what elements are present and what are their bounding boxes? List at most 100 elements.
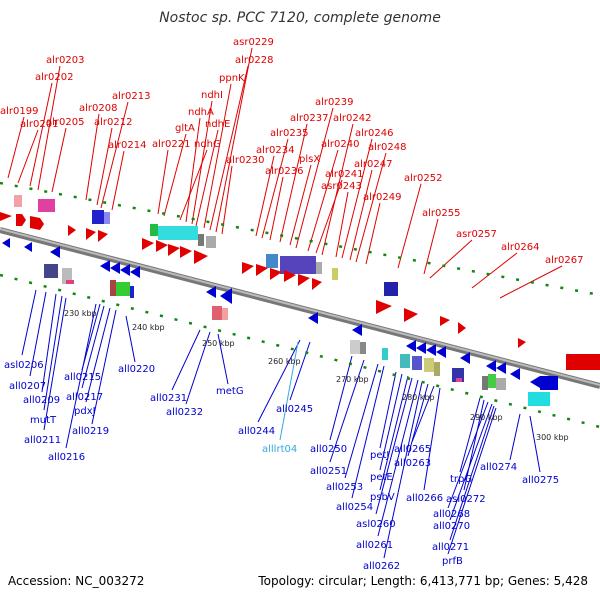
reverse-gene-label-16: alllrt04 [262,444,297,455]
reverse-arrows [2,238,558,390]
kbp-label-5: 280 kbp [402,393,435,402]
reverse-gene-label-25: all0261 [356,540,393,551]
kbp-label-3: 260 kbp [268,357,301,366]
forward-gene-label-26: alr0241 [325,169,363,180]
forward-gene-label-16: alr0228 [235,55,273,66]
reverse-gene-label-31: asl0272 [446,494,486,505]
kbp-label-0: 230 kbp [64,309,97,318]
forward-gene-label-35: asr0257 [456,229,497,240]
map-title: Nostoc sp. PCC 7120, complete genome [159,10,441,26]
reverse-gene-label-12: all0232 [166,407,203,418]
forward-gene-label-2: alr0202 [35,72,73,83]
reverse-gene-label-33: all0270 [433,521,470,532]
reverse-gene-label-8: all0219 [72,426,109,437]
forward-gene-label-22: alr0237 [290,113,328,124]
rna-label-line [279,341,299,441]
reverse-gene-label-13: metG [216,386,244,397]
reverse-gene-label-35: prfB [442,556,463,567]
forward-gene-label-21: alr0236 [265,166,303,177]
forward-gene-label-32: alr0249 [363,192,401,203]
forward-gene-label-15: ppnK [219,73,245,84]
reverse-features-lower [44,264,550,406]
forward-gene-label-31: alr0248 [368,142,406,153]
reverse-gene-label-23: psbV [370,492,395,503]
forward-gene-label-13: ndhI [201,90,223,101]
reverse-gene-label-15: all0245 [276,404,313,415]
forward-gene-label-29: alr0246 [355,128,393,139]
reverse-gene-label-14: all0244 [238,426,275,437]
forward-gene-label-27: alr0242 [333,113,371,124]
forward-gene-label-17: asr0229 [233,37,274,48]
topology-text: Topology: circular; Length: 6,413,771 bp… [258,574,588,588]
reverse-gene-label-6: all0217 [66,392,103,403]
reverse-gene-label-0: asl0206 [4,360,44,371]
forward-gene-label-0: alr0199 [0,106,38,117]
forward-gene-label-24: alr0239 [315,97,353,108]
forward-gene-label-10: gltA [175,123,195,134]
reverse-gene-label-36: all0274 [480,462,517,473]
reverse-gene-label-17: all0250 [310,444,347,455]
forward-gene-label-18: alr0230 [226,155,264,166]
forward-gene-label-14: ndhE [205,119,230,130]
forward-gene-label-11: ndhG [194,139,221,150]
reverse-gene-label-27: all0263 [394,458,431,469]
forward-gene-label-5: alr0208 [79,103,117,114]
reverse-gene-labels: asl0206 all0207 all0209 mutT all0211 all0215 a… [4,360,559,572]
reverse-gene-label-28: all0265 [394,444,431,455]
kbp-label-4: 270 kbp [336,375,369,384]
forward-gene-label-33: alr0252 [404,173,442,184]
forward-label-lines [7,47,563,299]
reverse-gene-label-29: all0266 [406,493,443,504]
forward-gene-label-1: alr0201 [20,119,58,130]
kbp-label-2: 250 kbp [202,339,235,348]
reverse-gene-label-10: all0220 [118,364,155,375]
reverse-gene-label-22: petE [370,472,393,483]
forward-gene-label-19: alr0234 [256,145,294,156]
reverse-gene-label-4: all0211 [24,435,61,446]
reverse-gene-label-24: asl0260 [356,519,396,530]
reverse-gene-label-3: mutT [30,415,57,426]
genome-axis [0,227,600,389]
reverse-gene-label-18: all0251 [310,466,347,477]
reverse-gene-label-19: all0253 [326,482,363,493]
forward-arrows [0,212,600,370]
reverse-gene-label-37: all0275 [522,475,559,486]
forward-gene-label-37: alr0267 [545,255,583,266]
forward-gene-label-9: alr0221 [152,139,190,150]
forward-gene-label-28: asr0243 [321,181,362,192]
reverse-gene-label-34: all0271 [432,542,469,553]
forward-gene-label-23: plsX [299,154,320,165]
reverse-gene-label-5: all0215 [64,372,101,383]
kbp-label-7: 300 kbp [536,433,569,442]
reverse-gene-label-20: all0254 [336,502,373,513]
reverse-gene-label-26: all0262 [363,561,400,572]
reverse-gene-label-9: all0216 [48,452,85,463]
kbp-label-6: 290 kbp [470,413,503,422]
forward-gene-label-4: alr0205 [46,117,84,128]
forward-gene-label-25: alr0240 [321,139,359,150]
kbp-tick-labels: 230 kbp 240 kbp 250 kbp 260 kbp 270 kbp 280 k… [64,309,569,442]
reverse-gene-label-2: all0209 [23,395,60,406]
kbp-label-1: 240 kbp [132,323,165,332]
reverse-label-lines [21,289,541,559]
reverse-gene-label-11: all0231 [150,393,187,404]
reverse-gene-label-32: all0268 [433,509,470,520]
forward-gene-label-30: alr0247 [354,159,392,170]
forward-gene-label-6: alr0212 [94,117,132,128]
reverse-gene-label-21: petJ [370,450,389,461]
forward-gene-label-8: alr0214 [108,140,146,151]
reverse-gene-label-1: all0207 [9,381,46,392]
forward-gene-label-34: alr0255 [422,208,460,219]
forward-gene-label-3: alr0203 [46,55,84,66]
forward-gene-labels: alr0199 alr0201 alr0202 alr0203 alr0205 alr02… [0,37,583,266]
reverse-gene-label-7: pdxJ [74,406,96,417]
forward-gene-label-36: alr0264 [501,242,539,253]
forward-gene-label-20: alr0235 [270,128,308,139]
forward-gene-label-7: alr0213 [112,91,150,102]
forward-gene-label-12: ndhA [188,107,214,118]
accession-text: Accession: NC_003272 [8,574,145,588]
reverse-gene-label-30: trpG [450,474,472,485]
forward-features-upper [14,195,398,296]
